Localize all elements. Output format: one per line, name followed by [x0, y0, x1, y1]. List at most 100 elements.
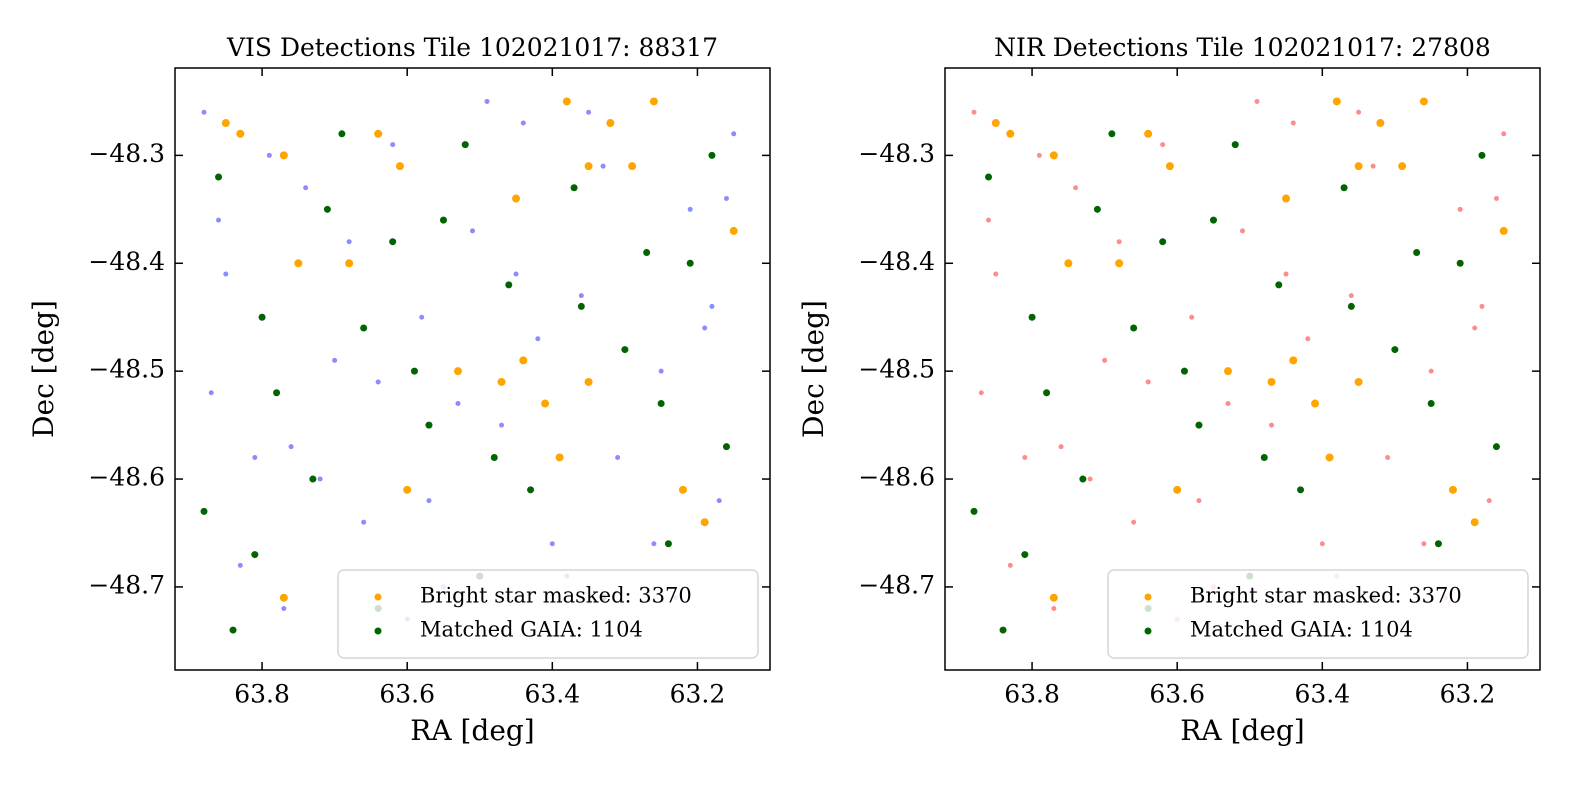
legend-box	[337, 569, 759, 659]
marker-point	[1456, 259, 1464, 267]
marker-point	[1419, 97, 1428, 106]
x-axis-label: RA [deg]	[1180, 714, 1304, 747]
detection-point	[1051, 606, 1057, 612]
marker-point	[1093, 205, 1101, 213]
marker-point	[1492, 443, 1500, 451]
detection-point	[535, 336, 541, 342]
marker-point	[555, 453, 564, 462]
marker-point	[722, 443, 730, 451]
marker-point	[221, 119, 230, 128]
detection-point	[332, 357, 338, 363]
detection-point	[731, 131, 737, 137]
detection-point	[586, 109, 592, 115]
detection-point	[1348, 293, 1354, 299]
plot-frame	[174, 67, 771, 671]
detection-point	[1385, 454, 1391, 460]
marker-point	[1209, 216, 1217, 224]
detection-point	[651, 541, 657, 547]
detection-point	[716, 498, 722, 504]
detection-point	[986, 217, 992, 223]
marker-point	[970, 507, 978, 515]
marker-point	[628, 162, 637, 171]
detection-point	[317, 476, 323, 482]
detection-point	[361, 519, 367, 525]
detection-point	[1102, 357, 1108, 363]
detection-point	[223, 271, 229, 277]
detection-point	[600, 163, 606, 169]
y-tick-label: −48.7	[858, 570, 935, 599]
chart-title: VIS Detections Tile 102021017: 88317	[226, 33, 718, 62]
marker-point	[309, 475, 317, 483]
marker-point	[1499, 226, 1508, 235]
detection-point	[1356, 109, 1362, 115]
detection-point	[1290, 120, 1296, 126]
marker-point	[562, 97, 571, 106]
marker-point	[664, 540, 672, 548]
marker-point	[1064, 259, 1073, 268]
detection-point	[1421, 541, 1427, 547]
detection-point	[1225, 401, 1231, 407]
marker-point	[505, 281, 513, 289]
plot-frame	[944, 67, 1541, 671]
detection-point	[687, 206, 693, 212]
marker-point	[1391, 346, 1399, 354]
marker-point	[649, 97, 658, 106]
detection-point	[390, 142, 396, 148]
marker-point	[395, 162, 404, 171]
detection-point	[455, 401, 461, 407]
detection-point	[1240, 228, 1245, 234]
detection-point	[375, 379, 381, 385]
marker-point	[439, 216, 447, 224]
marker-point	[1028, 313, 1036, 321]
detection-point	[1116, 239, 1122, 245]
marker-point	[1354, 162, 1363, 171]
marker-point	[229, 626, 237, 634]
detection-point	[201, 109, 207, 115]
y-axis-label: Dec [deg]	[797, 300, 830, 438]
marker-point	[279, 593, 288, 602]
detection-point	[252, 454, 258, 460]
marker-point	[389, 238, 397, 246]
marker-point	[410, 367, 418, 375]
marker-point	[345, 259, 354, 268]
marker-point	[1470, 518, 1479, 527]
x-tick-label: 63.2	[670, 680, 726, 709]
marker-point	[708, 151, 716, 159]
marker-point	[360, 324, 368, 332]
marker-point	[999, 626, 1007, 634]
detection-point	[723, 196, 729, 202]
legend-label: Matched GAIA: 1104	[420, 618, 643, 642]
chart-title: NIR Detections Tile 102021017: 27808	[994, 33, 1491, 62]
detection-point	[1022, 454, 1028, 460]
plot: 63.8 63.6 63.4 63.2 −48.3 −48.4 −48.5 −48.6 −48.…	[27, 33, 771, 747]
marker-point	[584, 162, 593, 171]
marker-point	[1173, 485, 1182, 494]
detection-point	[1196, 498, 1202, 504]
x-tick-label: 63.4	[1294, 680, 1350, 709]
marker-point	[1478, 151, 1486, 159]
marker-point	[1043, 389, 1051, 397]
marker-point	[1223, 367, 1232, 376]
marker-point	[273, 389, 281, 397]
marker-point	[1311, 399, 1320, 408]
marker-point	[1267, 377, 1276, 386]
detection-point	[303, 185, 309, 191]
marker-point	[1282, 194, 1291, 203]
marker-point	[991, 119, 1000, 128]
legend-marker	[374, 593, 382, 601]
detection-point	[288, 444, 294, 450]
x-axis-label: RA [deg]	[410, 714, 534, 747]
legend-label: Bright star masked: 3370	[1190, 584, 1462, 608]
marker-point	[686, 259, 694, 267]
detection-point	[237, 562, 243, 568]
marker-point	[251, 551, 259, 559]
marker-point	[1115, 259, 1124, 268]
detection-point	[1189, 314, 1195, 320]
marker-point	[606, 119, 615, 128]
legend-box	[1107, 569, 1529, 659]
marker-point	[1297, 486, 1305, 494]
marker-point	[1159, 238, 1167, 246]
marker-point	[1332, 97, 1341, 106]
marker-point	[1165, 162, 1174, 171]
marker-point	[985, 173, 993, 181]
